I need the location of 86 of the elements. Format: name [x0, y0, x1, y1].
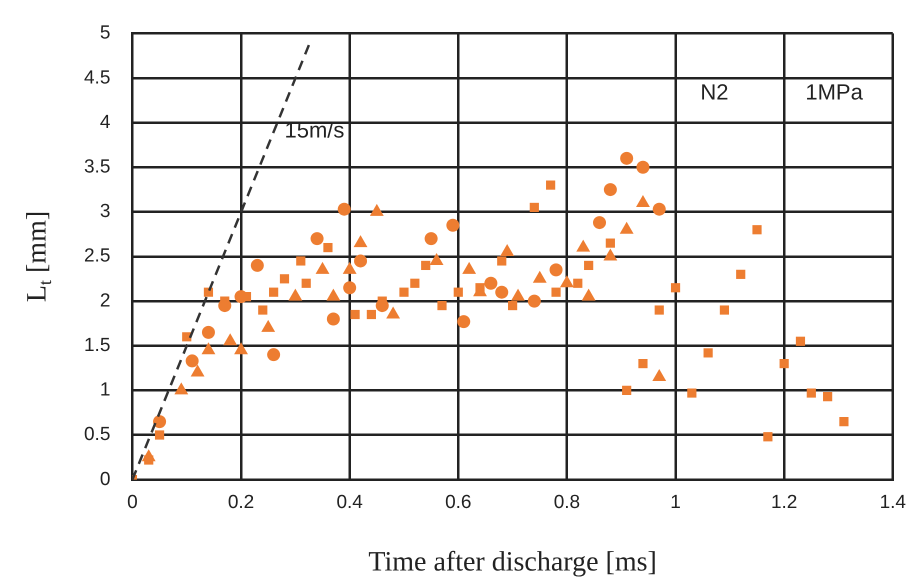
- y-tick-label: 4.5: [84, 67, 110, 88]
- point: [796, 336, 806, 346]
- point: [296, 256, 306, 266]
- point: [704, 348, 713, 358]
- point: [202, 326, 215, 339]
- point: [366, 310, 376, 320]
- point: [338, 202, 351, 216]
- y-tick-label: 1: [100, 380, 110, 401]
- point: [326, 312, 340, 326]
- point: [652, 202, 666, 216]
- point: [654, 305, 664, 315]
- point: [530, 202, 539, 212]
- point: [550, 263, 563, 276]
- point: [310, 232, 324, 246]
- point: [573, 278, 582, 288]
- y-tick-label: 3: [100, 201, 110, 222]
- point: [399, 288, 409, 297]
- point: [280, 274, 290, 284]
- y-tick-label: 2: [100, 290, 110, 312]
- point: [484, 276, 498, 290]
- point: [258, 305, 268, 315]
- point: [508, 300, 518, 310]
- y-tick-label: 4: [100, 112, 111, 133]
- point: [234, 290, 248, 304]
- y-tick-label: 1.5: [84, 334, 110, 356]
- point: [604, 183, 617, 196]
- point: [421, 260, 430, 270]
- point: [153, 415, 166, 428]
- x-tick-label: 0.2: [228, 492, 254, 514]
- point: [780, 358, 789, 368]
- point: [218, 299, 232, 312]
- point: [410, 278, 420, 288]
- point: [457, 315, 470, 328]
- point: [636, 160, 650, 174]
- x-tick-label: 1.2: [770, 492, 798, 514]
- annotation: N2: [700, 80, 729, 105]
- point: [350, 310, 360, 320]
- y-tick-label: 5: [100, 22, 110, 44]
- point: [687, 388, 696, 398]
- point: [638, 358, 648, 368]
- point: [154, 430, 164, 440]
- x-tick-label: 0.4: [336, 492, 364, 514]
- point: [622, 386, 632, 395]
- point: [267, 348, 280, 362]
- point: [606, 238, 615, 248]
- point: [495, 286, 508, 299]
- point: [620, 152, 634, 165]
- point: [763, 432, 772, 442]
- point: [823, 392, 832, 402]
- point: [593, 216, 606, 230]
- point: [454, 288, 463, 297]
- point: [186, 354, 199, 368]
- point: [551, 288, 561, 297]
- y-tick-label: 0: [100, 468, 110, 490]
- point: [354, 254, 368, 268]
- y-axis-title: Lt [mm]: [21, 210, 56, 302]
- point: [323, 242, 333, 252]
- x-tick-label: 0: [127, 492, 138, 514]
- point: [584, 260, 594, 270]
- point: [670, 283, 680, 292]
- x-tick-label: 0.8: [554, 492, 580, 514]
- point: [497, 256, 506, 266]
- point: [736, 270, 746, 279]
- point: [806, 388, 816, 398]
- point: [752, 225, 762, 234]
- point: [528, 294, 541, 308]
- point: [546, 180, 556, 190]
- x-axis-title: Time after discharge [ms]: [368, 546, 657, 578]
- point: [204, 288, 214, 297]
- point: [343, 281, 356, 294]
- annotation: 1MPa: [805, 80, 864, 105]
- point: [269, 288, 278, 297]
- point: [839, 417, 849, 426]
- point: [424, 232, 438, 246]
- x-tick-label: 0.6: [445, 492, 472, 514]
- point: [720, 305, 730, 315]
- y-tick-label: 0.5: [84, 424, 110, 446]
- point: [302, 278, 311, 288]
- point: [250, 258, 264, 272]
- point: [437, 300, 447, 310]
- x-tick-label: 1: [670, 492, 681, 514]
- point: [446, 218, 460, 232]
- y-tick-label: 2.5: [84, 246, 110, 267]
- point: [376, 299, 389, 312]
- y-tick-label: 3.5: [84, 156, 110, 178]
- x-tick-label: 1.4: [880, 492, 906, 514]
